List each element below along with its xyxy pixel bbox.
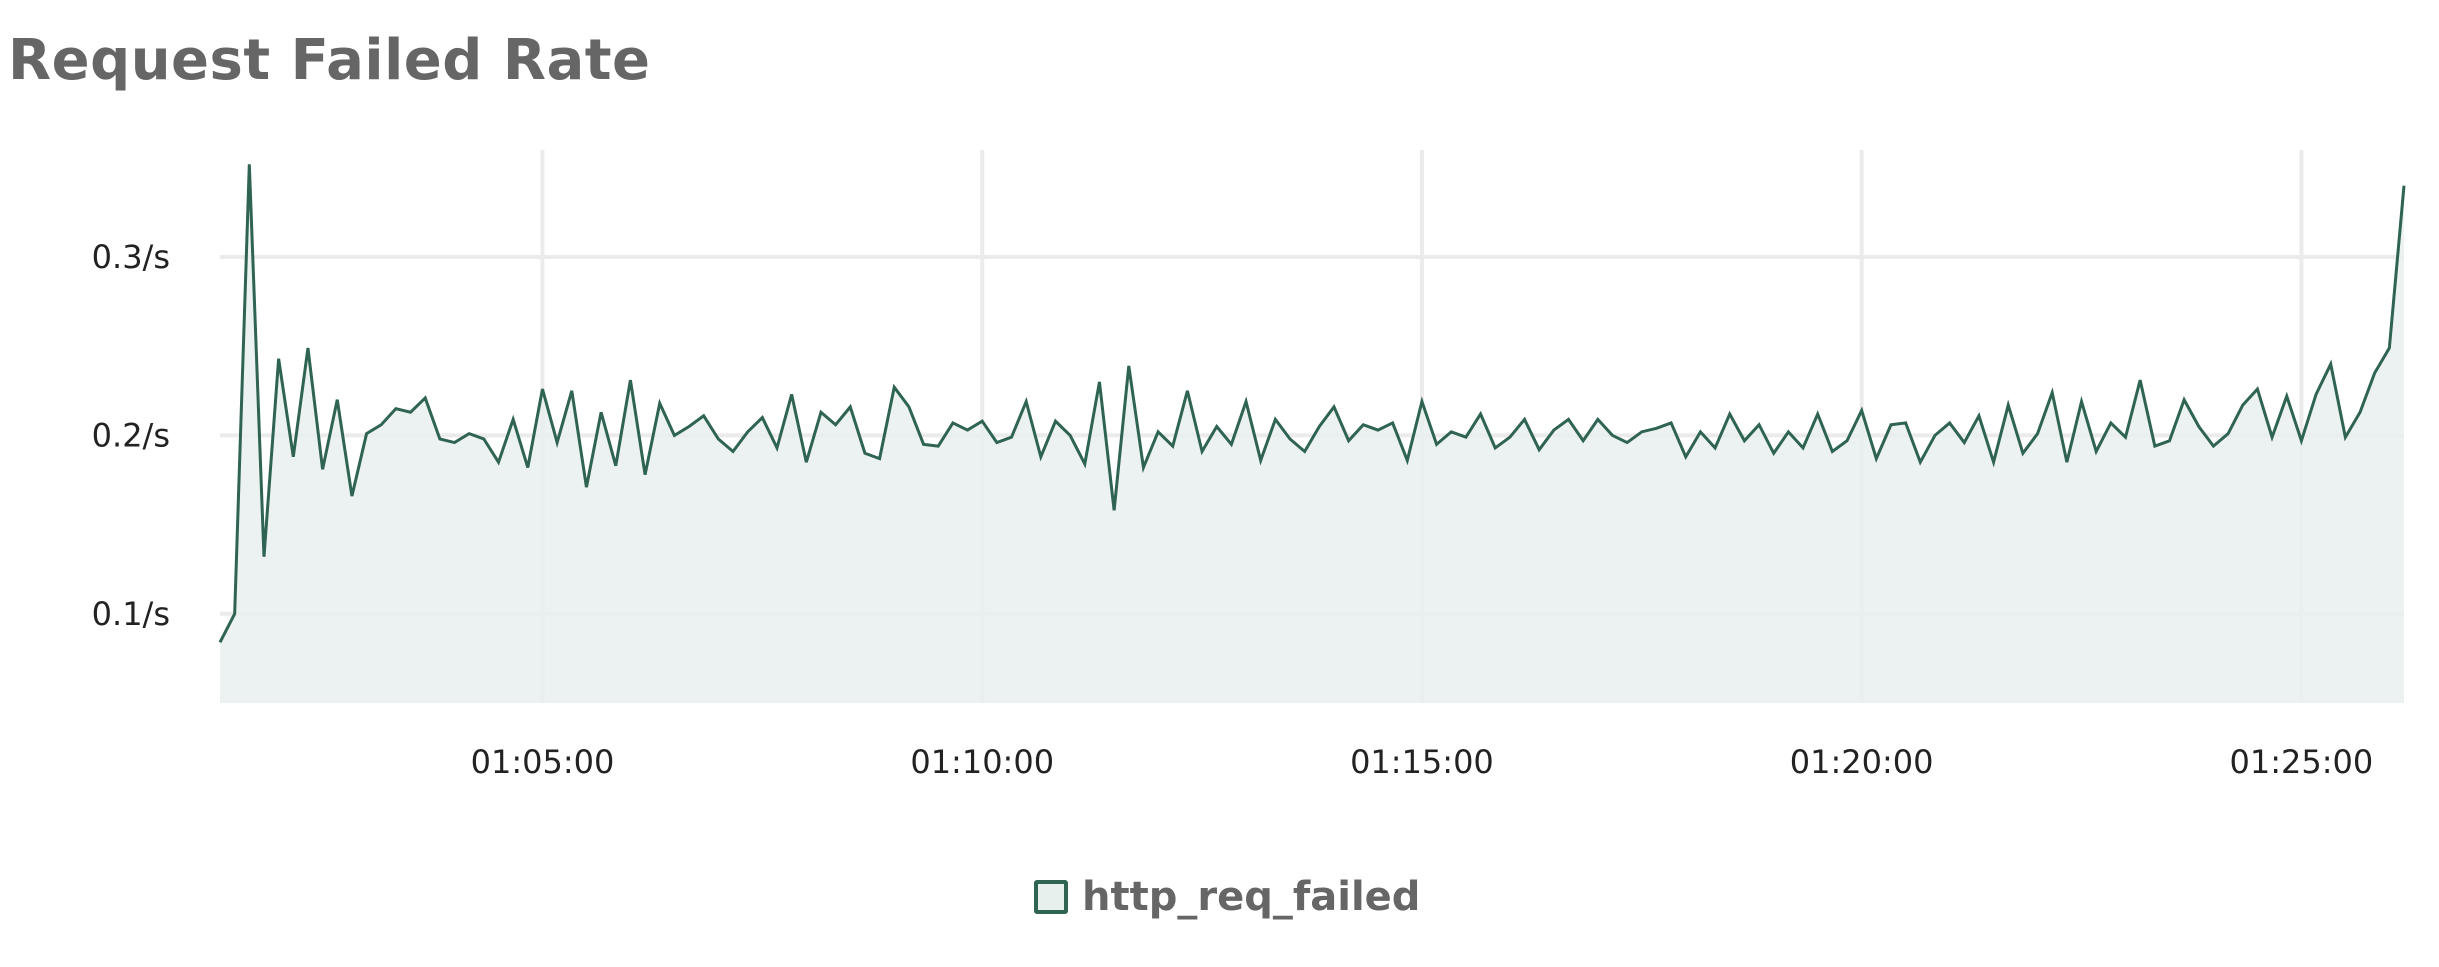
legend-swatch-http_req_failed[interactable] <box>1034 880 1068 914</box>
series-line-http_req_failed[interactable] <box>218 164 2406 644</box>
chart-title: Request Failed Rate <box>8 28 651 93</box>
x-tick-label: 01:15:00 <box>1350 743 1494 781</box>
x-tick-label: 01:25:00 <box>2230 743 2374 781</box>
y-tick-label: 0.1/s <box>92 595 170 633</box>
chart-legend[interactable]: http_req_failed <box>1034 874 1420 920</box>
x-tick-label: 01:05:00 <box>471 743 615 781</box>
series-fill-http_req_failed <box>220 164 2404 703</box>
x-tick-label: 01:20:00 <box>1790 743 1934 781</box>
x-tick-label: 01:10:00 <box>910 743 1054 781</box>
axis-tick-labels: 0.1/s 0.2/s 0.3/s 01:05:00 01:10:00 01:15:00 0… <box>92 238 2374 781</box>
y-tick-label: 0.3/s <box>92 238 170 276</box>
series-area <box>218 164 2406 703</box>
legend-label-http_req_failed[interactable]: http_req_failed <box>1082 874 1421 920</box>
y-tick-label: 0.2/s <box>92 416 170 454</box>
